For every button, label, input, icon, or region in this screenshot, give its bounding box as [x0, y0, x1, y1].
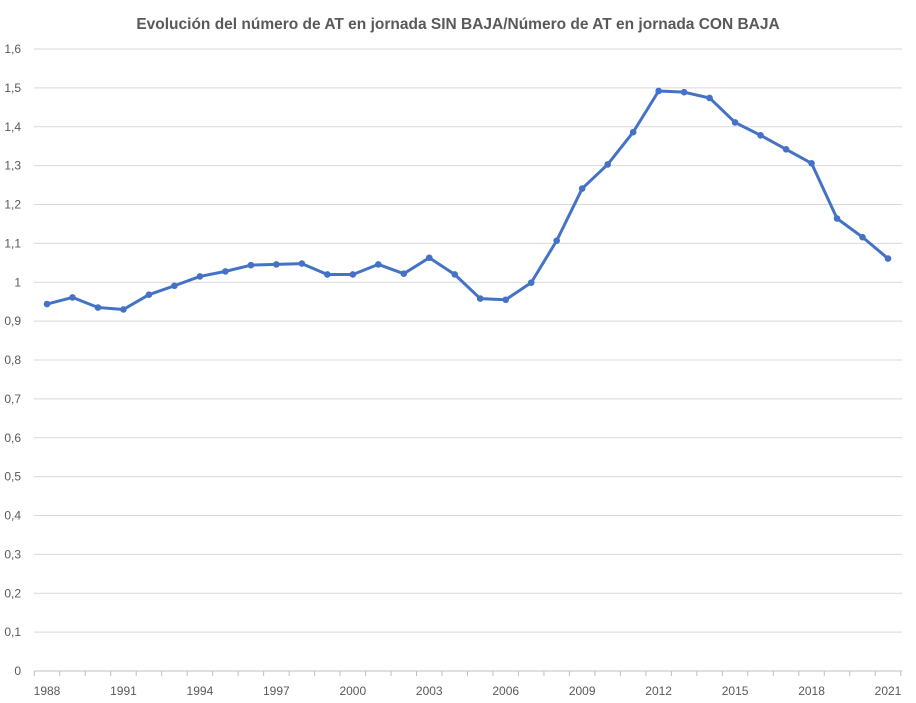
data-point — [324, 271, 331, 278]
axes — [33, 670, 902, 676]
y-tick-label: 1,2 — [4, 198, 21, 212]
x-tick-label: 1997 — [263, 684, 290, 698]
x-tick-label: 1991 — [110, 684, 137, 698]
data-point — [196, 273, 204, 280]
y-tick-label: 1,1 — [4, 236, 21, 250]
x-tick-label: 2000 — [339, 684, 366, 698]
x-tick-label: 2009 — [569, 684, 596, 698]
data-point — [145, 291, 153, 298]
x-tick-label: 1988 — [34, 684, 61, 698]
data-point — [400, 270, 408, 277]
data-point — [247, 261, 255, 269]
y-tick-label: 1,5 — [4, 81, 21, 95]
y-tick-label: 0 — [14, 664, 21, 678]
data-point — [451, 271, 459, 278]
data-point — [43, 300, 51, 308]
data-point — [476, 295, 484, 302]
y-tick-label: 0,6 — [4, 431, 21, 445]
gridlines — [34, 48, 902, 633]
data-point — [782, 145, 790, 153]
data-point — [273, 261, 280, 268]
data-point — [884, 255, 892, 262]
x-tick-label: 2015 — [722, 684, 749, 698]
x-axis-tick-labels: 1988 1991 1994 1997 2000 2003 2006 2009 2012 2015… — [34, 684, 902, 698]
y-tick-label: 0,4 — [4, 509, 21, 523]
data-point — [655, 87, 662, 95]
data-point — [349, 271, 357, 278]
data-point — [298, 260, 306, 267]
data-point — [375, 261, 382, 268]
data-point — [222, 268, 229, 275]
y-axis-tick-labels: 0 0,1 0,2 0,3 0,4 0,5 0,6 0,7 0,8 0,9 1 1,1 1,2 1,3 1,… — [4, 42, 21, 678]
y-tick-label: 1,4 — [4, 120, 21, 134]
data-point — [604, 161, 611, 168]
data-point — [69, 294, 76, 301]
data-point — [680, 88, 688, 96]
chart-title: Evolución del número de AT en jornada SI… — [136, 16, 779, 33]
data-point — [859, 233, 866, 241]
y-tick-label: 0,2 — [4, 586, 21, 600]
y-tick-label: 1,6 — [4, 42, 21, 56]
data-point — [425, 254, 433, 262]
y-tick-label: 0,1 — [4, 625, 21, 639]
y-tick-label: 1 — [14, 275, 21, 289]
data-point — [171, 282, 178, 290]
data-point — [502, 296, 510, 304]
data-point — [553, 237, 560, 244]
y-tick-label: 1,3 — [4, 159, 21, 173]
data-point — [527, 279, 535, 286]
data-point — [706, 94, 713, 102]
data-point — [629, 128, 637, 136]
x-tick-label: 2018 — [798, 684, 825, 698]
data-point — [94, 304, 102, 311]
y-tick-label: 0,3 — [4, 547, 21, 561]
y-tick-label: 0,5 — [4, 470, 21, 484]
data-point — [808, 159, 815, 167]
series-line — [45, 89, 890, 311]
data-point — [578, 185, 586, 192]
x-tick-label: 2012 — [645, 684, 672, 698]
y-tick-label: 0,8 — [4, 353, 21, 367]
y-tick-label: 0,7 — [4, 392, 21, 406]
x-tick-label: 2006 — [492, 684, 519, 698]
data-point — [833, 215, 841, 222]
x-tick-label: 2003 — [416, 684, 443, 698]
data-point — [731, 119, 739, 126]
y-tick-label: 0,9 — [4, 314, 21, 328]
data-point — [120, 306, 127, 313]
data-series — [43, 87, 892, 313]
x-tick-label: 2021 — [875, 684, 902, 698]
x-tick-label: 1994 — [187, 684, 214, 698]
data-point — [757, 132, 764, 139]
